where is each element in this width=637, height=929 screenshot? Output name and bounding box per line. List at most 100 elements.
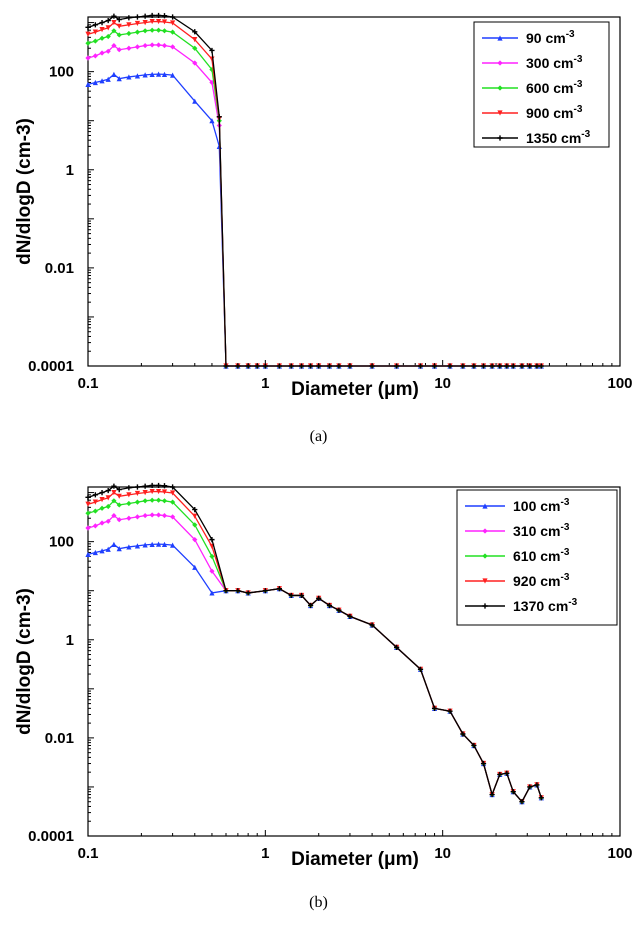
chart-b-legend-marker bbox=[482, 603, 488, 609]
chart-b-data-point bbox=[92, 499, 98, 505]
chart-b-data-point bbox=[92, 492, 98, 498]
chart-b-legend-marker bbox=[482, 528, 488, 534]
chart-b-data-point bbox=[85, 551, 91, 557]
chart-a-data-point bbox=[126, 30, 132, 37]
chart-a-data-point bbox=[92, 53, 98, 59]
chart-a-data-point bbox=[105, 33, 111, 40]
chart-a-data-point bbox=[116, 23, 122, 29]
chart-a-data-point bbox=[460, 363, 466, 369]
chart-b-data-point bbox=[126, 500, 132, 507]
chart-b-data-point bbox=[527, 784, 533, 790]
chart-b-data-point bbox=[105, 546, 111, 552]
chart-a-data-point bbox=[149, 71, 155, 77]
chart-b-plot-frame bbox=[87, 486, 621, 837]
chart-a-data-point bbox=[504, 363, 510, 369]
chart-a-series-line bbox=[87, 73, 542, 367]
chart-a-data-point bbox=[92, 38, 98, 44]
chart-b-data-point bbox=[161, 483, 168, 489]
chart-a-data-point bbox=[527, 363, 533, 369]
chart-a-data-point bbox=[92, 29, 98, 35]
chart-b-legend-marker bbox=[482, 578, 488, 584]
chart-b: 0.1 1 10 100 0.0001 0.01 1 100 Diameter (μm) dN/d… bbox=[0, 470, 637, 880]
chart-a-data-point bbox=[161, 13, 168, 19]
chart-a-data-point bbox=[235, 363, 241, 369]
chart-b-data-point bbox=[142, 498, 148, 504]
chart-a-legend-label: 900 cm-3 bbox=[526, 104, 583, 121]
chart-a-data-point bbox=[209, 56, 215, 62]
chart-b-x-axis-label: Diameter (μm) bbox=[291, 849, 419, 870]
chart-a-data-point bbox=[149, 12, 155, 19]
chart-a-data-point bbox=[155, 12, 162, 19]
chart-a-data-point bbox=[161, 42, 168, 49]
chart-a-data-point bbox=[209, 47, 215, 54]
chart-b-data-point bbox=[347, 613, 353, 619]
chart-b-legend-label: 610 cm-3 bbox=[513, 547, 570, 564]
chart-b-data-point bbox=[417, 666, 424, 672]
chart-a-x-axis-label: Diameter (μm) bbox=[291, 379, 419, 400]
chart-b-data-point bbox=[111, 489, 117, 496]
chart-b-data-point bbox=[471, 742, 477, 749]
chart-b-data-point bbox=[394, 644, 400, 650]
chart-a-legend-label: 300 cm-3 bbox=[526, 54, 583, 71]
chart-a-data-point bbox=[276, 363, 282, 369]
caption-b: (b) bbox=[309, 894, 328, 911]
chart-b-legend: 100 cm-3 310 cm-3 610 cm-3 920 cm-3 1370 cm-… bbox=[456, 489, 618, 626]
chart-a-data-point bbox=[519, 363, 525, 369]
chart-b-data-point bbox=[192, 564, 198, 570]
chart-a-data-point bbox=[447, 363, 453, 369]
chart-a-data-point bbox=[298, 363, 305, 369]
chart-b-data-point bbox=[149, 512, 155, 518]
chart-a-data-point bbox=[85, 81, 91, 87]
chart-b-data-point bbox=[209, 568, 215, 574]
chart-b-data-point bbox=[126, 492, 132, 498]
chart-a-y-axis-label: dN/dlogD (cm-3) bbox=[14, 118, 35, 265]
chart-a-data-point bbox=[192, 37, 198, 43]
chart-a: 0.1 1 10 100 0.0001 0.01 1 100 Diameter (μm) dN/d… bbox=[0, 0, 637, 410]
chart-a-data-point bbox=[170, 14, 176, 20]
chart-b-data-point bbox=[538, 795, 544, 801]
chart-b-data-point bbox=[161, 489, 168, 495]
chart-a-legend-label: 1350 cm-3 bbox=[526, 129, 591, 146]
chart-a-data-point bbox=[369, 363, 375, 369]
chart-a-data-point bbox=[192, 60, 198, 66]
chart-a-legend-box bbox=[473, 21, 610, 148]
chart-a-data-point bbox=[336, 363, 342, 369]
chart-a-legend-marker bbox=[497, 110, 503, 116]
chart-a-data-point bbox=[170, 29, 176, 35]
chart-b-data-point bbox=[105, 518, 111, 524]
chart-a-data-point bbox=[149, 18, 155, 25]
chart-b-y-tick-label: 1 bbox=[66, 632, 74, 649]
chart-a-data-point bbox=[538, 363, 544, 369]
chart-a-data-point bbox=[161, 28, 168, 34]
chart-b-x-tick-label: 10 bbox=[434, 845, 451, 862]
chart-a-data-point bbox=[85, 40, 91, 46]
chart-b-data-point bbox=[116, 517, 122, 523]
chart-a-data-point bbox=[155, 27, 162, 33]
chart-a-data-point bbox=[223, 363, 229, 369]
chart-b-data-point bbox=[480, 760, 487, 767]
chart-a-legend-marker bbox=[497, 85, 503, 91]
chart-b-data-point bbox=[92, 549, 98, 556]
chart-a-data-point bbox=[192, 98, 198, 104]
chart-b-data-point bbox=[116, 546, 122, 552]
chart-a-y-tick-label: 100 bbox=[49, 64, 74, 81]
chart-b-data-point bbox=[369, 622, 375, 628]
chart-b-data-point bbox=[288, 592, 294, 599]
chart-b-legend-label: 310 cm-3 bbox=[513, 522, 570, 539]
chart-b-data-point bbox=[155, 512, 162, 518]
chart-b-data-point bbox=[92, 523, 98, 529]
chart-b-x-tick-label: 100 bbox=[607, 845, 632, 862]
chart-a-data-point bbox=[85, 24, 91, 30]
chart-a-data-point bbox=[142, 13, 148, 19]
chart-a-data-point bbox=[85, 31, 91, 37]
chart-a-data-point bbox=[134, 29, 141, 35]
chart-a-data-point bbox=[99, 78, 105, 84]
chart-b-data-point bbox=[116, 493, 122, 499]
chart-a-data-point bbox=[192, 29, 198, 35]
chart-a-data-point bbox=[116, 76, 122, 82]
chart-b-data-point bbox=[298, 592, 305, 599]
chart-b-data-point bbox=[85, 525, 91, 531]
chart-b-data-point bbox=[155, 488, 162, 495]
chart-a-legend-marker bbox=[497, 35, 503, 41]
chart-a-data-point bbox=[126, 22, 132, 28]
